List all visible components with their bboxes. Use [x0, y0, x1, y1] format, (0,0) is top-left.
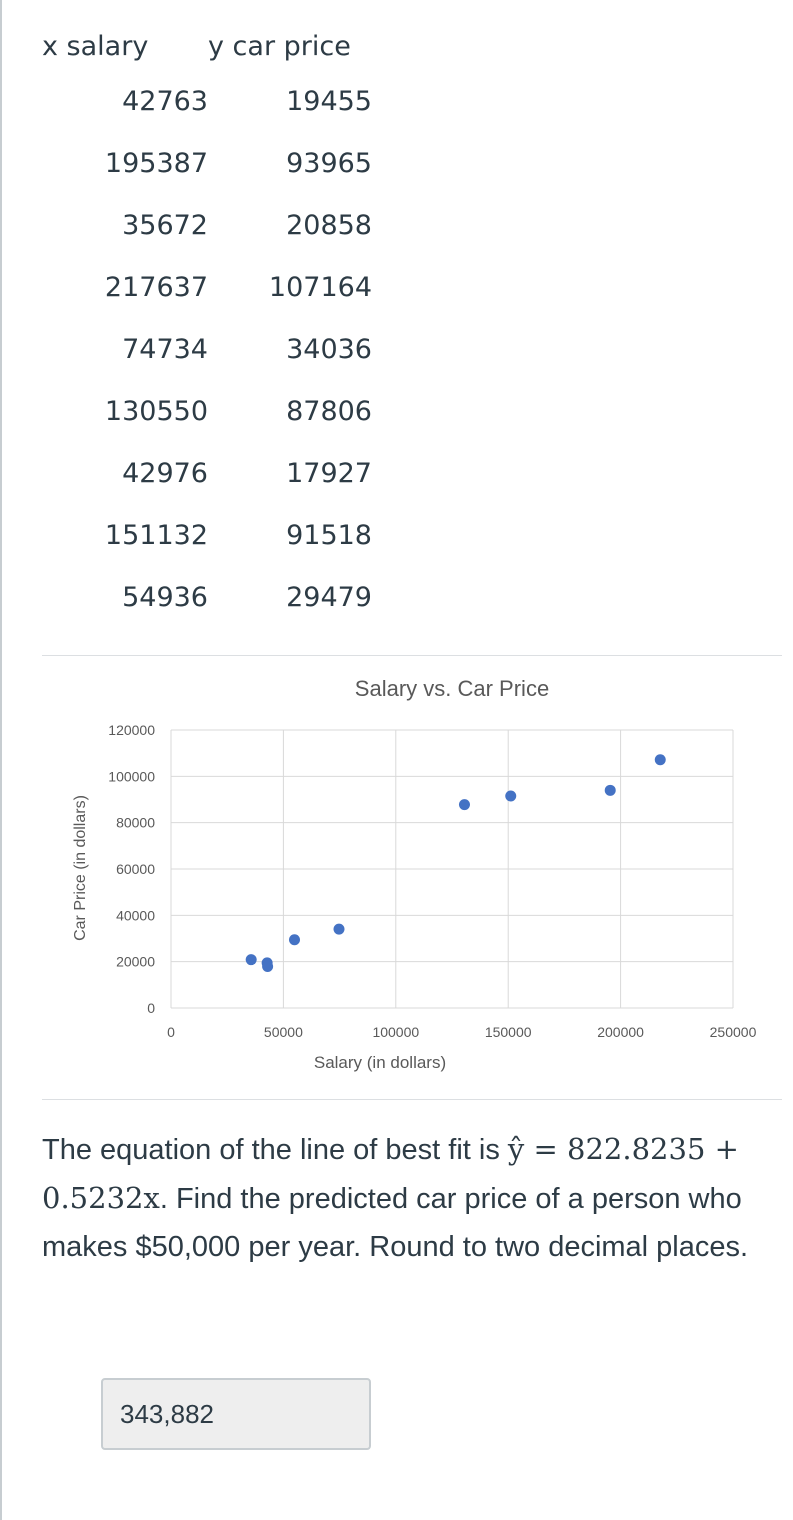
data-table: x salary y car price 42763 19455 195387 939… [42, 22, 372, 628]
table-row: 42976 17927 [42, 442, 372, 504]
x-tick-labels: 0 50000 100000 150000 200000 250000 [167, 1024, 756, 1040]
cell-salary: 217637 [104, 271, 208, 303]
cell-salary: 151132 [104, 519, 208, 551]
y-tick-label: 40000 [116, 907, 155, 923]
table-row: 195387 93965 [42, 132, 372, 194]
divider-top [42, 655, 782, 656]
chart-title: Salary vs. Car Price [355, 676, 549, 701]
answer-value: 343,882 [120, 1399, 214, 1429]
question-intro: The equation of the line of best fit is [42, 1134, 500, 1166]
left-border [0, 0, 2, 1520]
data-point [245, 954, 257, 966]
y-tick-label: 80000 [116, 815, 155, 831]
cell-car-price: 107164 [268, 271, 372, 303]
table-row: 151132 91518 [42, 504, 372, 566]
data-point [262, 960, 274, 972]
chart-points [245, 754, 666, 972]
x-tick-label: 50000 [264, 1024, 303, 1040]
cell-salary: 195387 [104, 147, 208, 179]
best-fit-equation: ŷ = 822.8235 + 0.5232x [42, 1132, 739, 1215]
x-tick-label: 150000 [485, 1024, 532, 1040]
y-axis-label: Car Price (in dollars) [72, 795, 89, 941]
table-header-row: x salary y car price [42, 22, 372, 70]
table-row: 42763 19455 [42, 70, 372, 132]
x-tick-label: 0 [167, 1024, 175, 1040]
cell-car-price: 34036 [286, 333, 372, 365]
y-tick-label: 0 [147, 1000, 155, 1016]
answer-input[interactable]: 343,882 [101, 1378, 371, 1450]
y-tick-label: 120000 [108, 722, 155, 738]
y-tick-label: 60000 [116, 861, 155, 877]
cell-car-price: 20858 [286, 209, 372, 241]
cell-car-price: 19455 [286, 85, 372, 117]
y-tick-label: 100000 [108, 768, 155, 784]
data-point [458, 799, 470, 811]
question-rest: . Find the predicted car price of a pers… [42, 1183, 749, 1263]
chart-grid [170, 729, 734, 1009]
x-tick-label: 100000 [372, 1024, 419, 1040]
x-axis-label: Salary (in dollars) [314, 1053, 446, 1072]
data-point [333, 923, 345, 935]
table-row: 217637 107164 [42, 256, 372, 318]
cell-salary: 42976 [122, 457, 208, 489]
cell-salary: 74734 [122, 333, 208, 365]
data-point [505, 790, 517, 802]
cell-salary: 54936 [122, 581, 208, 613]
cell-car-price: 29479 [286, 581, 372, 613]
cell-salary: 130550 [104, 395, 208, 427]
data-point [654, 754, 666, 766]
scatter-chart: Salary vs. Car Price 0 20000 40000 60000 800… [72, 676, 757, 1072]
question-text: The equation of the line of best fit is … [42, 1125, 762, 1271]
table-row: 74734 34036 [42, 318, 372, 380]
data-point [604, 784, 616, 796]
y-tick-labels: 0 20000 40000 60000 80000 100000 120000 [108, 722, 155, 1016]
table-row: 54936 29479 [42, 566, 372, 628]
cell-salary: 42763 [122, 85, 208, 117]
y-tick-label: 20000 [116, 954, 155, 970]
x-tick-label: 200000 [597, 1024, 644, 1040]
cell-car-price: 93965 [286, 147, 372, 179]
divider-bottom [42, 1099, 782, 1100]
table-row: 35672 20858 [42, 194, 372, 256]
cell-salary: 35672 [122, 209, 208, 241]
cell-car-price: 17927 [286, 457, 372, 489]
data-point [288, 934, 300, 946]
cell-car-price: 91518 [286, 519, 372, 551]
x-tick-label: 250000 [710, 1024, 757, 1040]
header-x: x salary [42, 30, 149, 62]
header-y: y car price [208, 30, 351, 62]
table-row: 130550 87806 [42, 380, 372, 442]
cell-car-price: 87806 [286, 395, 372, 427]
